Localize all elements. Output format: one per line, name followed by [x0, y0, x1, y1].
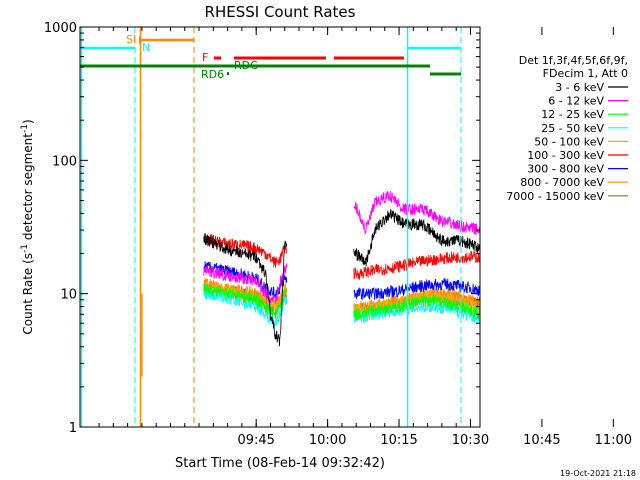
- trace-layer: [141, 190, 481, 377]
- legend-label: 25 - 50 keV: [541, 122, 604, 135]
- chart-title: RHESSI Count Rates: [205, 3, 356, 21]
- x-tick-label: 10:45: [523, 433, 560, 448]
- flag-label: RD6: [201, 68, 224, 81]
- legend-label: 100 - 300 keV: [527, 149, 604, 162]
- y-tick-label: 100: [52, 154, 77, 169]
- plot-frame: [79, 26, 481, 428]
- x-tick-label: 09:45: [237, 433, 274, 448]
- x-tick-label: 10:30: [452, 433, 489, 448]
- series-line: [203, 283, 481, 321]
- y-axis-label: Count Rate (s-1 detector segment-1): [20, 119, 35, 334]
- footer-timestamp: 19-Oct-2021 21:18: [560, 469, 636, 478]
- overlay-layer: SI N F RD6 RDC: [80, 27, 462, 427]
- legend-header-line2: FDecim 1, Att 0: [543, 67, 628, 80]
- legend-label: 800 - 7000 keV: [520, 176, 604, 189]
- flag-bar: [227, 72, 229, 75]
- series-line: [203, 190, 481, 304]
- legend-label: 300 - 800 keV: [527, 163, 604, 176]
- y-tick-label: 1: [69, 421, 77, 436]
- x-tick-label: 11:00: [595, 433, 632, 448]
- flag-label: N: [142, 41, 150, 54]
- legend-label: 50 - 100 keV: [534, 135, 604, 148]
- legend-header-line1: Det 1f,3f,4f,5f,6f,9f,: [519, 54, 628, 67]
- x-tick-label: 10:00: [309, 433, 346, 448]
- flag-label: F: [202, 51, 208, 64]
- flag-label: RDC: [234, 59, 258, 72]
- legend-label: 12 - 25 keV: [541, 108, 604, 121]
- y-tick-label: 1000: [44, 21, 77, 36]
- flag-label: SI: [126, 33, 136, 46]
- x-axis-label: Start Time (08-Feb-14 09:32:42): [175, 456, 385, 471]
- legend-label: 7000 - 15000 keV: [506, 190, 604, 203]
- legend-label: 6 - 12 keV: [548, 95, 604, 108]
- tick-layer: 09:45 10:00 10:15 10:30 10:45 11:00 1 10 100 1000: [44, 21, 632, 448]
- legend-label: 3 - 6 keV: [555, 81, 604, 94]
- x-tick-label: 10:15: [380, 433, 417, 448]
- series-line: [203, 208, 481, 347]
- series-line: [203, 234, 481, 280]
- y-tick-label: 10: [60, 288, 77, 303]
